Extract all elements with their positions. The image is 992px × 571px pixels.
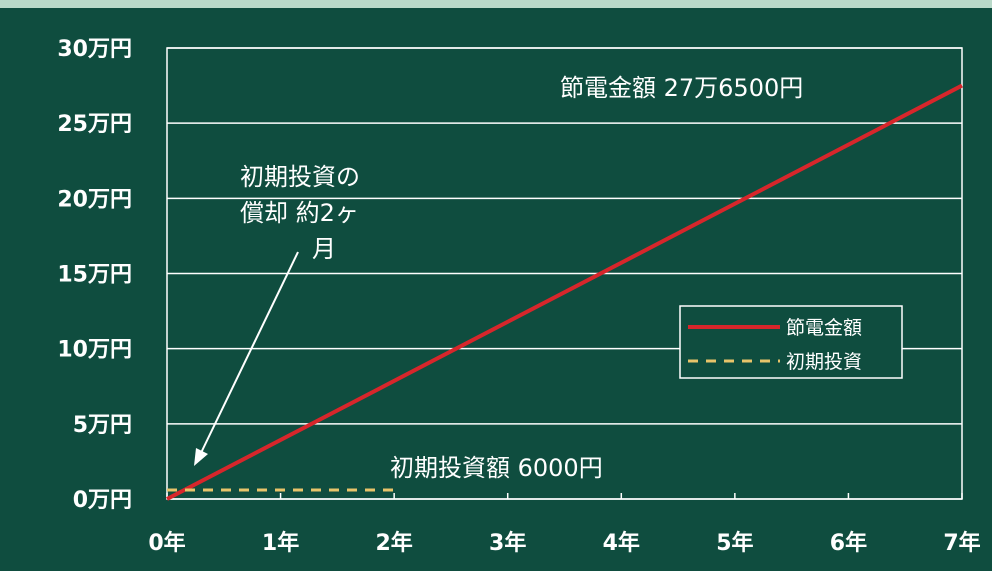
annotation-payback-line1: 初期投資の (240, 163, 360, 191)
legend: 節電金額 初期投資 (679, 305, 903, 379)
y-tick-label: 20万円 (57, 187, 132, 212)
annotation-payback-line2: 償却 約2ヶ (240, 199, 359, 227)
legend-label-savings: 節電金額 (786, 317, 862, 339)
annotation-savings-total: 節電金額 27万6500円 (560, 74, 803, 102)
annotation-payback-line3: 月 (312, 235, 336, 263)
y-tick-label: 30万円 (57, 37, 132, 62)
y-tick-label: 10万円 (57, 338, 132, 363)
x-tick-label: 0年 (148, 530, 185, 556)
legend-box (679, 305, 903, 379)
payback-arrow-line (199, 251, 299, 456)
x-tick-label: 6年 (830, 530, 867, 556)
x-tick-label: 7年 (943, 530, 980, 556)
x-tick-label: 1年 (262, 530, 299, 556)
series-line-savings (166, 83, 963, 501)
x-tick-label: 2年 (375, 530, 412, 556)
y-tick-label: 0万円 (73, 488, 132, 513)
x-tick-label: 3年 (489, 530, 526, 556)
x-tick-label: 5年 (716, 530, 753, 556)
x-tick-label: 4年 (603, 530, 640, 556)
y-tick-label: 15万円 (57, 263, 132, 288)
legend-label-initial: 初期投資 (786, 351, 862, 373)
line-chart: 0万円 5万円 10万円 15万円 20万円 25万円 30万円 0年 1年 2年 3年 4年 5年 6年… (57, 37, 980, 556)
y-tick-label: 5万円 (73, 413, 132, 438)
payback-arrow-head (194, 448, 208, 466)
annotation-initial-cost: 初期投資額 6000円 (390, 454, 603, 482)
y-tick-label: 25万円 (57, 112, 132, 137)
